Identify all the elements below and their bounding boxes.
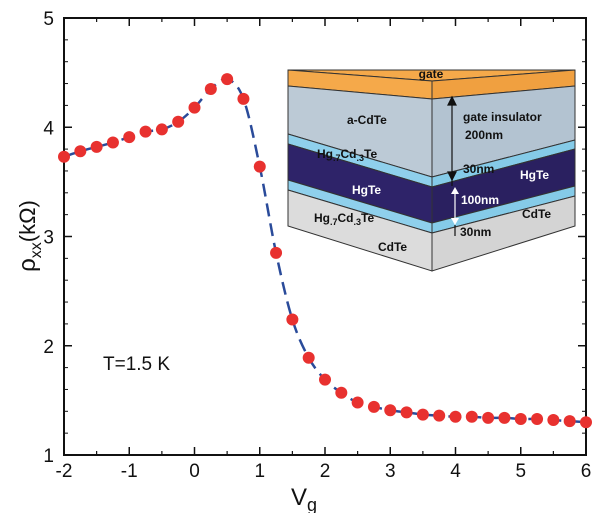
gate-label: gate (419, 67, 444, 81)
data-point (155, 123, 168, 136)
data-point (384, 404, 397, 417)
data-point (465, 410, 478, 423)
cdte-bottom-label: CdTe (378, 240, 407, 254)
substrate-right-face (431, 195, 576, 272)
x-tick-label: 5 (515, 461, 526, 482)
data-point (335, 386, 348, 399)
data-point (74, 145, 87, 158)
data-point (449, 410, 462, 423)
y-tick-label: 1 (43, 446, 54, 467)
x-tick-label: 3 (385, 461, 396, 482)
x-tick-label: 4 (450, 461, 461, 482)
thickness-30nm-top: 30nm (463, 162, 494, 176)
thickness-30nm-bottom: 30nm (460, 225, 491, 239)
data-point (351, 396, 364, 409)
axis-ticks (63, 17, 587, 456)
thickness-200nm: 200nm (465, 128, 503, 142)
data-point (253, 160, 266, 173)
data-point (204, 83, 217, 96)
data-point (531, 412, 544, 425)
data-point (416, 408, 429, 421)
hgcdte-bottom-label: Hg.7Cd.3Te (314, 211, 374, 227)
data-point (221, 73, 234, 86)
x-axis-title: Vg (291, 484, 317, 513)
data-point (58, 150, 70, 163)
data-point (498, 411, 511, 424)
data-point (302, 351, 315, 364)
x-tick-label: -1 (121, 461, 138, 482)
data-point (514, 412, 527, 425)
data-point (367, 400, 380, 413)
dimension-arrows (447, 95, 459, 236)
data-point (433, 409, 446, 422)
temperature-annotation: T=1.5 K (103, 354, 170, 375)
data-point (270, 246, 283, 259)
data-points (58, 73, 592, 429)
thickness-100nm: 100nm (461, 193, 499, 207)
data-point (482, 411, 495, 424)
data-point (123, 131, 136, 144)
data-point (580, 416, 592, 429)
y-tick-label: 4 (43, 118, 54, 139)
data-point (400, 406, 413, 419)
y-tick-label: 2 (43, 337, 54, 358)
data-point (286, 313, 299, 326)
data-point (319, 373, 331, 386)
x-tick-label: 0 (189, 461, 200, 482)
gate-insulator-label: gate insulator (463, 110, 542, 124)
tick-labels: -2 -1 0 1 2 3 4 5 6 1 2 3 4 5 (43, 9, 591, 482)
data-point (188, 101, 201, 114)
data-point (106, 136, 119, 149)
data-point (90, 140, 103, 153)
data-point (172, 115, 185, 128)
y-tick-label: 5 (43, 9, 54, 30)
x-tick-label: 2 (320, 461, 331, 482)
x-tick-label: 1 (254, 461, 265, 482)
x-tick-label: -2 (56, 461, 73, 482)
y-tick-label: 3 (43, 228, 54, 249)
y-axis-title: ρxx(kΩ) (14, 200, 45, 272)
hgcdte-top-label: Hg.7Cd.3Te (317, 147, 377, 163)
data-point (237, 92, 250, 105)
cdte-right-label: CdTe (522, 207, 551, 221)
data-point (563, 415, 576, 428)
x-tick-label: 6 (581, 461, 592, 482)
data-point (547, 414, 560, 427)
data-point (139, 125, 152, 138)
a-cdte-label: a-CdTe (347, 113, 387, 127)
hgte-right-label: HgTe (520, 168, 549, 182)
hgte-left-label: HgTe (352, 183, 381, 197)
heterostructure-inset: gate a-CdTe gate insulator 200nm Hg.7Cd.… (287, 67, 576, 272)
